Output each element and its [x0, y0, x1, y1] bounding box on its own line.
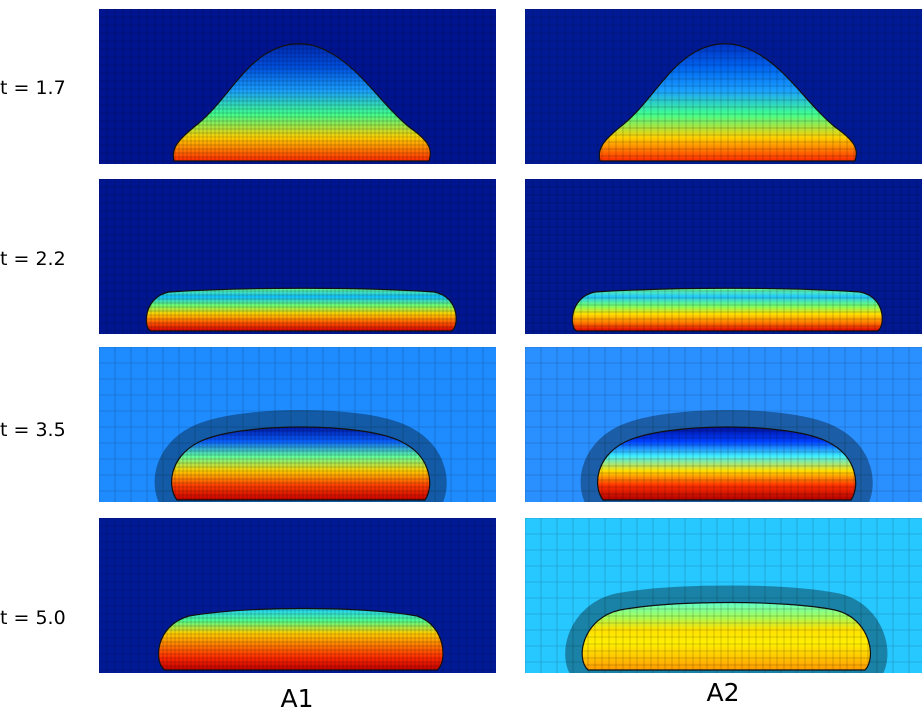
time-label-3: t = 3.5 [0, 419, 66, 441]
panel-a1-t4 [99, 518, 496, 673]
column-label-a2: A2 [706, 678, 740, 707]
panel-a2-t2 [525, 179, 922, 334]
panel-a1-t2 [99, 179, 496, 334]
panel-a2-t4 [525, 518, 922, 673]
column-label-a1: A1 [280, 684, 314, 713]
panel-a1-t3 [99, 347, 496, 502]
panel-a1-t1 [99, 9, 496, 164]
time-label-4: t = 5.0 [0, 607, 66, 629]
time-label-1: t = 1.7 [0, 77, 66, 99]
time-label-2: t = 2.2 [0, 248, 66, 270]
panel-a2-t1 [525, 9, 922, 164]
panel-a2-t3 [525, 347, 922, 502]
